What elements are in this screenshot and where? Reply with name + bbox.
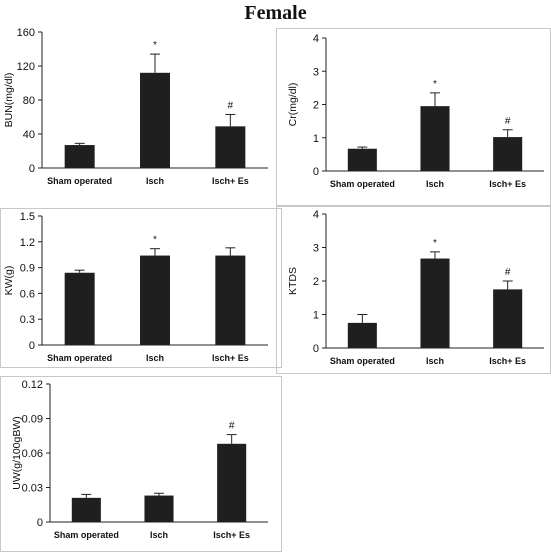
ktds-chart-significance-marker-isch-es: # xyxy=(505,267,511,278)
cr-chart-category-label-isch-es: Isch+ Es xyxy=(489,179,526,189)
cr-chart-y-tick-label: 2 xyxy=(313,100,319,112)
kw-chart-y-tick-label: 0 xyxy=(29,340,35,352)
kw-chart-panel: 0 0.3 0.6 0.9 1.2 1.5 KW(g) Sham operated * Isch I… xyxy=(0,208,282,368)
uw-chart-bar-isch-es xyxy=(217,443,247,522)
ktds-chart-significance-marker-isch: * xyxy=(433,238,437,249)
cr-chart-panel: 0 1 2 3 4 Cr(mg/dl) Sham operated * Isch # Isch+ E… xyxy=(276,28,551,206)
uw-chart-y-tick-label: 0.12 xyxy=(22,379,43,391)
ktds-chart-bar-isch xyxy=(420,258,450,348)
ktds-chart-y-axis-label: KTDS xyxy=(287,267,299,295)
kw-chart-y-tick-label: 0.9 xyxy=(20,263,35,275)
uw-chart-category-label-isch-es: Isch+ Es xyxy=(213,530,250,540)
uw-chart-category-label-isch: Isch xyxy=(150,530,168,540)
uw-chart-category-label-sham-operated: Sham operated xyxy=(54,530,119,540)
cr-chart-bar-sham-operated xyxy=(347,148,377,171)
bun-chart-bar-isch-es xyxy=(215,126,246,168)
ktds-chart-y-tick-label: 0 xyxy=(313,343,319,355)
ktds-chart-category-label-isch: Isch xyxy=(426,356,444,366)
ktds-chart: 0 1 2 3 4 KTDS Sham operated * Isch # Isch+ Es xyxy=(276,206,551,374)
bun-chart: 0 40 80 120 160 BUN(mg/dl) Sham operated * Isch #… xyxy=(3,27,268,186)
kw-chart-category-label-isch: Isch xyxy=(146,353,164,363)
uw-chart: 0 0.03 0.06 0.09 0.12 UW(g/100gBW) Sham operat… xyxy=(0,376,282,552)
uw-chart-bar-isch xyxy=(144,495,174,522)
kw-chart: 0 0.3 0.6 0.9 1.2 1.5 KW(g) Sham operated * Isch I… xyxy=(0,208,282,368)
kw-chart-y-tick-label: 1.2 xyxy=(20,237,35,249)
cr-chart-y-axis-label: Cr(mg/dl) xyxy=(287,83,299,127)
cr-chart-y-tick-label: 3 xyxy=(313,66,319,78)
bun-chart-y-tick-label: 0 xyxy=(29,163,35,175)
cr-chart-bar-isch-es xyxy=(493,137,523,171)
uw-chart-y-tick-label: 0.09 xyxy=(22,414,43,426)
uw-chart-y-tick-label: 0 xyxy=(37,517,43,529)
ktds-chart-category-label-isch-es: Isch+ Es xyxy=(489,356,526,366)
cr-chart-category-label-sham-operated: Sham operated xyxy=(330,179,395,189)
bun-chart-significance-marker-isch: * xyxy=(153,40,157,51)
cr-chart: 0 1 2 3 4 Cr(mg/dl) Sham operated * Isch # Isch+ E… xyxy=(276,28,551,206)
ktds-chart-category-label-sham-operated: Sham operated xyxy=(330,356,395,366)
bun-chart-y-tick-label: 40 xyxy=(23,129,35,141)
cr-chart-significance-marker-isch-es: # xyxy=(505,116,511,127)
cr-chart-significance-marker-isch: * xyxy=(433,79,437,90)
kw-chart-category-label-sham-operated: Sham operated xyxy=(47,353,112,363)
bun-chart-y-tick-label: 80 xyxy=(23,95,35,107)
bun-chart-bar-sham-operated xyxy=(64,145,95,168)
bun-chart-category-label-isch-es: Isch+ Es xyxy=(212,176,249,186)
kw-chart-y-axis-label: KW(g) xyxy=(3,266,15,296)
kw-chart-y-tick-label: 1.5 xyxy=(20,211,35,223)
cr-chart-y-tick-label: 1 xyxy=(313,133,319,145)
bun-chart-y-axis-label: BUN(mg/dl) xyxy=(3,73,15,128)
bun-chart-y-tick-label: 160 xyxy=(17,27,35,39)
ktds-chart-bar-isch-es xyxy=(493,289,523,348)
uw-chart-panel: 0 0.03 0.06 0.09 0.12 UW(g/100gBW) Sham operat… xyxy=(0,376,282,552)
kw-chart-category-label-isch-es: Isch+ Es xyxy=(212,353,249,363)
ktds-chart-y-tick-label: 2 xyxy=(313,276,319,288)
ktds-chart-panel: 0 1 2 3 4 KTDS Sham operated * Isch # Isch+ Es xyxy=(276,206,551,374)
kw-chart-bar-isch-es xyxy=(215,255,246,345)
uw-chart-y-axis-label: UW(g/100gBW) xyxy=(11,416,23,490)
cr-chart-y-tick-label: 0 xyxy=(313,166,319,178)
uw-chart-bar-sham-operated xyxy=(71,497,101,522)
ktds-chart-bar-sham-operated xyxy=(347,322,377,348)
kw-chart-bar-isch xyxy=(140,255,170,345)
bun-chart-significance-marker-isch-es: # xyxy=(228,100,234,111)
cr-chart-category-label-isch: Isch xyxy=(426,179,444,189)
kw-chart-y-tick-label: 0.3 xyxy=(20,314,35,326)
kw-chart-significance-marker-isch: * xyxy=(153,235,157,246)
kw-chart-y-tick-label: 0.6 xyxy=(20,288,35,300)
uw-chart-y-tick-label: 0.06 xyxy=(22,448,43,460)
page-title: Female xyxy=(244,2,307,24)
uw-chart-significance-marker-isch-es: # xyxy=(229,421,235,432)
uw-chart-frame xyxy=(0,376,282,552)
ktds-chart-y-tick-label: 3 xyxy=(313,243,319,255)
uw-chart-y-tick-label: 0.03 xyxy=(22,483,43,495)
bun-chart-bar-isch xyxy=(140,72,170,168)
ktds-chart-y-tick-label: 1 xyxy=(313,310,319,322)
ktds-chart-y-tick-label: 4 xyxy=(313,209,319,221)
bun-chart-panel: 0 40 80 120 160 BUN(mg/dl) Sham operated * Isch #… xyxy=(0,24,282,202)
bun-chart-category-label-isch: Isch xyxy=(146,176,164,186)
bun-chart-y-tick-label: 120 xyxy=(17,61,35,73)
cr-chart-bar-isch xyxy=(420,106,450,171)
bun-chart-category-label-sham-operated: Sham operated xyxy=(47,176,112,186)
cr-chart-y-tick-label: 4 xyxy=(313,33,319,45)
kw-chart-bar-sham-operated xyxy=(64,272,95,345)
kw-chart-frame xyxy=(0,208,282,368)
